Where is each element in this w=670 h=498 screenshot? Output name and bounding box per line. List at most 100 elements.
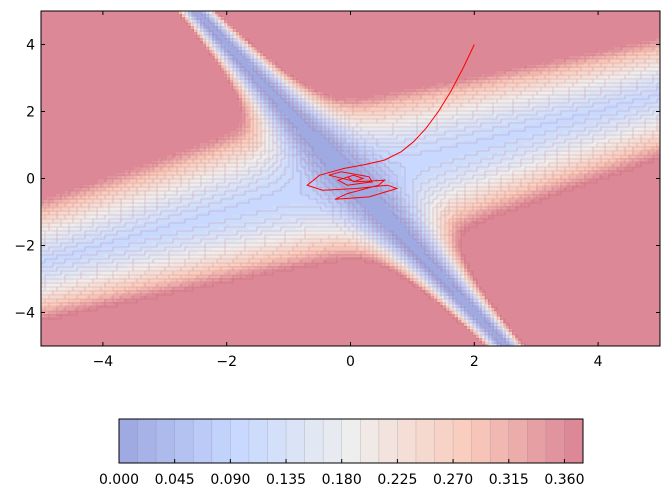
contour-cell (326, 38, 330, 42)
contour-cell (548, 74, 552, 78)
contour-cell (371, 41, 375, 45)
contour-cell (623, 41, 627, 45)
contour-cell (536, 20, 540, 24)
contour-cell (323, 62, 327, 66)
contour-cell (530, 62, 534, 66)
contour-cell (407, 14, 411, 18)
contour-cell (518, 11, 522, 15)
contour-cell (578, 20, 582, 24)
contour-cell (407, 59, 411, 63)
contour-cell (287, 20, 291, 24)
contour-cell (362, 47, 366, 51)
contour-cell (290, 68, 294, 72)
contour-cell (536, 71, 540, 75)
contour-cell (248, 17, 252, 21)
contour-cell (80, 80, 84, 84)
contour-cell (77, 35, 81, 39)
contour-cell (251, 32, 255, 36)
contour-cell (323, 14, 327, 18)
contour-cell (500, 44, 504, 48)
contour-cell (299, 32, 303, 36)
contour-cell (65, 41, 69, 45)
contour-cell (422, 80, 426, 84)
contour-cell (479, 35, 483, 39)
contour-cell (86, 62, 90, 66)
contour-cell (584, 59, 588, 63)
contour-cell (56, 77, 60, 81)
contour-cell (368, 29, 372, 33)
contour-cell (335, 74, 339, 78)
contour-cell (71, 44, 75, 48)
contour-cell (455, 53, 459, 57)
contour-cell (440, 35, 444, 39)
contour-cell (353, 47, 357, 51)
contour-cell (44, 38, 48, 42)
contour-cell (482, 17, 486, 21)
contour-cell (461, 14, 465, 18)
contour-cell (329, 80, 333, 84)
contour-cell (353, 44, 357, 48)
contour-cell (296, 32, 300, 36)
contour-cell (80, 23, 84, 27)
contour-cell (455, 32, 459, 36)
contour-cell (293, 71, 297, 75)
contour-cell (392, 65, 396, 69)
contour-cell (128, 11, 132, 15)
contour-cell (56, 65, 60, 69)
contour-cell (83, 20, 87, 24)
contour-cell (449, 41, 453, 45)
contour-cell (167, 41, 171, 45)
contour-cell (587, 44, 591, 48)
contour-cell (188, 29, 192, 33)
contour-cell (650, 26, 654, 30)
contour-cell (101, 50, 105, 54)
contour-cell (68, 74, 72, 78)
contour-cell (95, 74, 99, 78)
contour-cell (644, 20, 648, 24)
contour-cell (467, 41, 471, 45)
contour-cell (476, 26, 480, 30)
contour-cell (485, 53, 489, 57)
contour-cell (71, 71, 75, 75)
contour-cell (386, 77, 390, 81)
contour-cell (332, 59, 336, 63)
contour-cell (191, 77, 195, 81)
contour-cell (530, 59, 534, 63)
contour-cell (434, 35, 438, 39)
contour-cell (116, 11, 120, 15)
contour-cell (269, 14, 273, 18)
contour-cell (41, 35, 45, 39)
contour-cell (371, 32, 375, 36)
contour-cell (362, 41, 366, 45)
contour-cell (650, 62, 654, 66)
contour-cell (56, 68, 60, 72)
contour-cell (407, 71, 411, 75)
contour-cell (620, 29, 624, 33)
contour-cell (425, 35, 429, 39)
contour-cell (401, 32, 405, 36)
contour-cell (347, 65, 351, 69)
contour-cell (506, 32, 510, 36)
contour-cell (77, 47, 81, 51)
contour-cell (356, 77, 360, 81)
contour-cell (443, 47, 447, 51)
contour-cell (443, 53, 447, 57)
contour-cell (521, 29, 525, 33)
contour-cell (59, 32, 63, 36)
contour-cell (644, 47, 648, 51)
contour-cell (326, 41, 330, 45)
contour-cell (548, 47, 552, 51)
contour-cell (602, 62, 606, 66)
contour-cell (467, 14, 471, 18)
contour-cell (419, 80, 423, 84)
contour-cell (149, 68, 153, 72)
contour-cell (347, 56, 351, 60)
contour-cell (224, 50, 228, 54)
contour-cell (485, 32, 489, 36)
contour-cell (386, 71, 390, 75)
contour-cell (125, 14, 129, 18)
contour-cell (170, 20, 174, 24)
contour-cell (518, 32, 522, 36)
contour-cell (506, 59, 510, 63)
contour-cell (431, 50, 435, 54)
